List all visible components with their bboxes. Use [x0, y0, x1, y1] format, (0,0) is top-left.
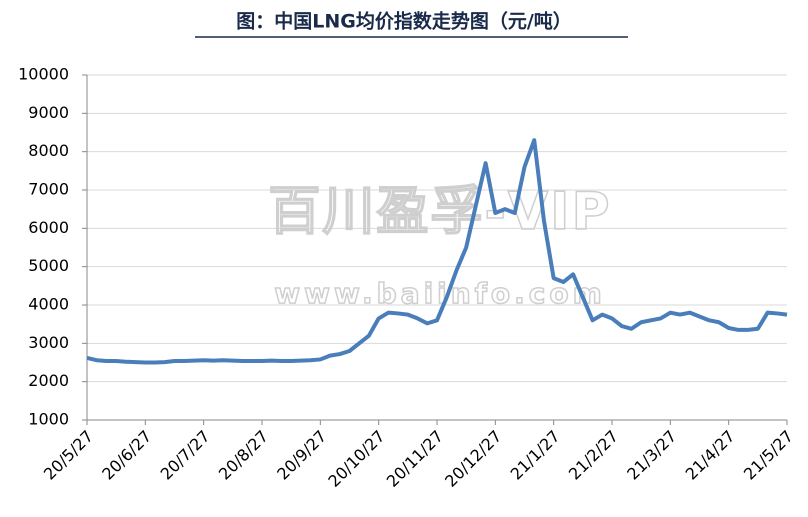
x-tick-label: 20/7/27	[157, 427, 214, 484]
x-tick-label: 21/3/27	[623, 427, 680, 484]
y-tick-label: 1000	[28, 410, 69, 429]
y-tick-label: 6000	[28, 218, 69, 237]
x-tick-label: 21/4/27	[682, 427, 739, 484]
line	[86, 138, 788, 365]
x-tick-label: 20/11/27	[383, 427, 447, 491]
x-tick-label: 20/6/27	[98, 427, 155, 484]
x-tick-label: 20/9/27	[273, 427, 330, 484]
y-tick-label: 4000	[28, 295, 69, 314]
x-tick-label: 21/2/27	[565, 427, 622, 484]
x-tick-label: 21/5/27	[740, 427, 797, 484]
chart-title: 图：中国LNG均价指数走势图（元/吨）	[236, 10, 572, 33]
watermark: www.baiinfo.com	[274, 277, 606, 310]
y-tick-label: 9000	[28, 103, 69, 122]
y-tick-label: 7000	[28, 180, 69, 199]
x-tick-label: 20/12/27	[441, 427, 505, 491]
y-tick-label: 3000	[28, 333, 69, 352]
y-tick-label: 2000	[28, 371, 69, 390]
x-tick-label: 20/5/27	[40, 427, 97, 484]
y-tick-label: 10000	[18, 65, 69, 84]
x-tick-label: 21/1/27	[507, 427, 564, 484]
x-tick-label: 20/10/27	[324, 427, 388, 491]
x-tick-label: 20/8/27	[215, 427, 272, 484]
watermark: 百川盈孚-VIP	[268, 182, 611, 242]
y-tick-label: 5000	[28, 256, 69, 275]
y-tick-label: 8000	[28, 141, 69, 160]
